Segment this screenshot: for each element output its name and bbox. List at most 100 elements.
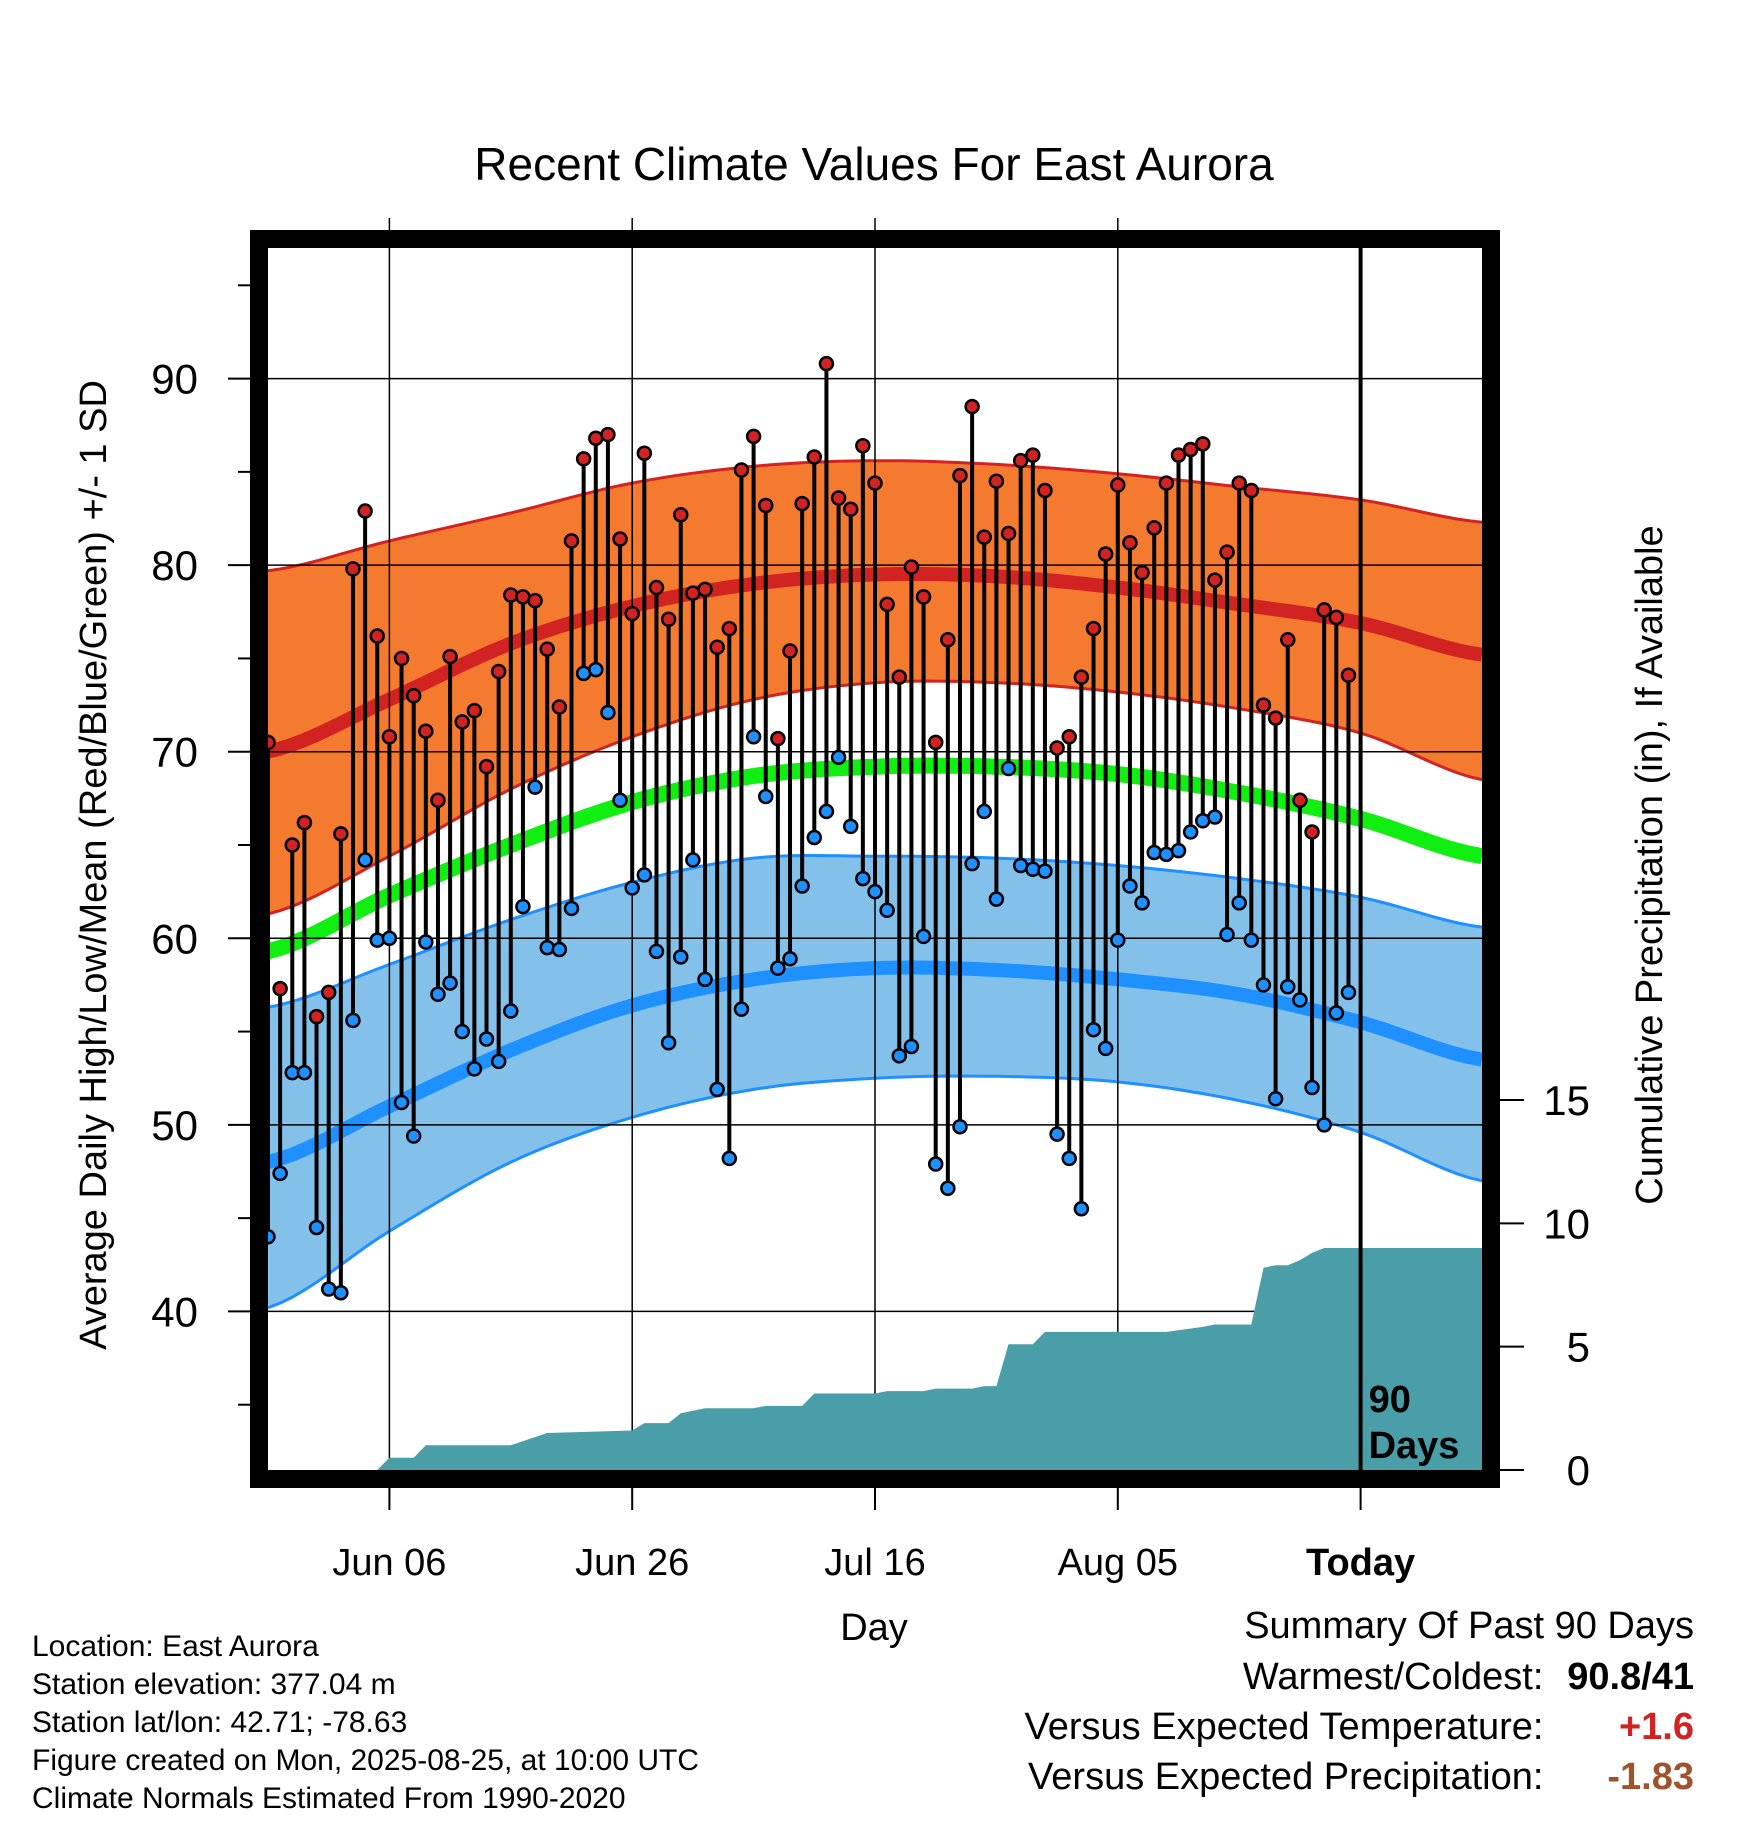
high-point (915, 589, 932, 605)
low-point (1292, 992, 1308, 1008)
low-point (1255, 977, 1272, 993)
high-point (284, 837, 301, 853)
low-point (503, 1003, 519, 1019)
low-point (673, 949, 689, 965)
low-point (1061, 1150, 1077, 1167)
meta-created: Figure created on Mon, 2025-08-25, at 10… (32, 1744, 700, 1777)
high-point (308, 1008, 325, 1025)
meta-normals: Climate Normals Estimated From 1990-2020 (32, 1782, 626, 1815)
high-point (296, 814, 313, 831)
high-point (842, 501, 859, 517)
y-tick-label: 80 (151, 542, 198, 589)
high-point (1025, 447, 1041, 463)
high-point (393, 650, 410, 667)
low-point (988, 891, 1005, 907)
low-point (842, 818, 859, 835)
high-point (867, 475, 883, 491)
high-point (745, 428, 762, 445)
y2-tick-label: 5 (1567, 1324, 1590, 1371)
low-point (268, 1229, 276, 1245)
summary-temp-value: +1.6 (1618, 1706, 1694, 1748)
low-point (721, 1150, 738, 1167)
low-point (697, 971, 713, 988)
high-point (272, 980, 288, 997)
high-point (405, 688, 422, 704)
high-point (1340, 667, 1357, 683)
low-point (1037, 863, 1053, 879)
low-point (1304, 1079, 1320, 1096)
low-point (915, 928, 932, 945)
y-tick-label: 40 (151, 1288, 198, 1335)
low-point (357, 852, 373, 868)
plot-border (250, 230, 1500, 1488)
high-point (636, 445, 653, 461)
low-point (551, 941, 568, 958)
low-point (612, 792, 628, 808)
low-point (381, 930, 398, 947)
low-point (709, 1081, 725, 1098)
low-point (794, 878, 810, 894)
low-point (636, 867, 653, 883)
low-point (1134, 895, 1150, 911)
summary-heading: Summary Of Past 90 Days (1244, 1605, 1694, 1647)
low-point (1243, 932, 1260, 948)
low-point (308, 1219, 325, 1236)
high-point (806, 449, 823, 465)
low-point (1073, 1201, 1090, 1217)
high-point (600, 426, 616, 443)
low-point (588, 661, 604, 678)
low-point (745, 729, 762, 745)
high-point (268, 734, 276, 751)
high-point (1267, 710, 1284, 726)
daily-temperatures (268, 355, 1357, 1301)
summary-warm-cold-label: Warmest/Coldest: (1242, 1656, 1544, 1698)
low-point (867, 883, 883, 900)
high-point (964, 398, 980, 415)
y2-tick-label: 15 (1543, 1077, 1590, 1124)
high-point (381, 729, 398, 745)
high-point (660, 611, 677, 628)
low-point (1219, 926, 1235, 943)
low-point (369, 932, 386, 948)
low-point (1280, 979, 1296, 995)
low-point (272, 1165, 288, 1182)
low-point (879, 902, 895, 919)
high-point (830, 490, 847, 506)
low-point (685, 852, 701, 868)
high-point (952, 467, 968, 484)
x-tick-label: Aug 05 (1058, 1542, 1178, 1584)
high-point (903, 559, 920, 575)
axes: 40 50 60 70 80 90 0 5 10 15 Jun 06 Jun 26 Jul 16 Aug … (151, 284, 1590, 1584)
low-point (855, 870, 871, 887)
low-point (418, 934, 434, 950)
low-point (1231, 895, 1247, 911)
low-point (393, 1094, 410, 1111)
y-tick-label: 90 (151, 356, 198, 403)
high-point (794, 495, 810, 512)
y2-axis-label: Cumulative Precipitation (in), If Availa… (1629, 525, 1671, 1204)
normal_low-band (268, 855, 1482, 1308)
precip-area (268, 1248, 1482, 1470)
high-point (430, 792, 446, 808)
chart-title: Recent Climate Values For East Aurora (474, 138, 1274, 190)
low-point (1328, 1005, 1345, 1021)
summary-precip-label: Versus Expected Precipitation: (1028, 1756, 1544, 1798)
low-point (563, 900, 580, 917)
low-point (515, 898, 531, 915)
high-point (1280, 632, 1296, 648)
low-point (891, 1048, 908, 1064)
low-point (442, 975, 458, 991)
low-point (1097, 1040, 1114, 1057)
high-point (1061, 729, 1077, 745)
high-point (1231, 475, 1247, 491)
high-point (927, 734, 944, 751)
high-point (1207, 572, 1223, 588)
low-point (333, 1285, 349, 1301)
low-point (1025, 861, 1041, 878)
high-point (454, 714, 470, 730)
high-point (1304, 824, 1320, 840)
high-point (940, 632, 956, 648)
summary-warm-cold-value: 90.8/41 (1567, 1656, 1694, 1698)
today-days-word: Days (1369, 1425, 1460, 1467)
low-point (430, 986, 446, 1003)
